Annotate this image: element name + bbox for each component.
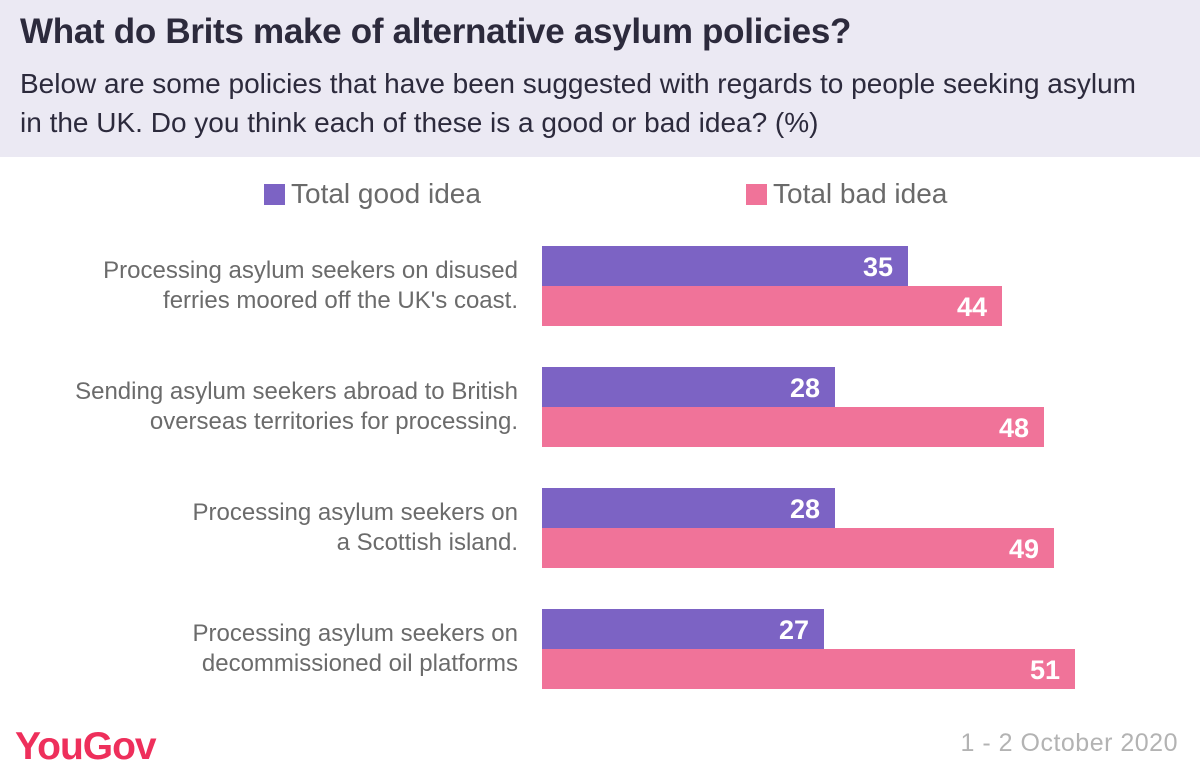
legend-label-bad: Total bad idea <box>773 178 948 209</box>
category-label-line: decommissioned oil platforms <box>201 650 518 677</box>
bar-value-label: 48 <box>998 413 1029 443</box>
yougov-logo: YouGov <box>15 725 157 768</box>
category-label: Processing asylum seekers on decommission… <box>0 619 518 679</box>
category-label-line: Processing asylum seekers on <box>192 499 518 526</box>
bar-value-label: 27 <box>778 615 809 645</box>
category-label-line: Processing asylum seekers on <box>192 620 518 647</box>
bar-good <box>542 488 835 528</box>
category-label: Processing asylum seekers on disused ferr… <box>0 256 518 316</box>
bar-value-label: 49 <box>1008 534 1039 564</box>
category-label-line: Sending asylum seekers abroad to British <box>75 378 518 405</box>
bar-good <box>542 367 835 407</box>
legend-label-good: Total good idea <box>291 178 481 209</box>
bar-value-label: 28 <box>789 373 820 403</box>
survey-date: 1 - 2 October 2020 <box>960 729 1178 757</box>
category-label: Sending asylum seekers abroad to British… <box>0 377 518 437</box>
legend-item-bad: Total bad idea <box>746 178 947 210</box>
bar-value-label: 35 <box>862 252 893 282</box>
chart-subtitle: Below are some policies that have been s… <box>20 68 1136 138</box>
bar-bad <box>542 407 1044 447</box>
chart-header: What do Brits make of alternative asylum… <box>0 0 1200 157</box>
legend-swatch-good <box>264 183 285 205</box>
bar-bad <box>542 286 1002 326</box>
bar-bad <box>542 649 1075 689</box>
bar-bad <box>542 528 1054 568</box>
chart-title: What do Brits make of alternative asylum… <box>20 12 852 51</box>
legend-swatch-bad <box>746 183 767 205</box>
category-label-line: a Scottish island. <box>336 529 518 556</box>
bar-good <box>542 609 824 649</box>
category-label-line: Processing asylum seekers on disused <box>103 257 518 284</box>
bar-value-label: 44 <box>956 292 987 322</box>
category-label-line: overseas territories for processing. <box>149 408 518 435</box>
category-label-line: ferries moored off the UK's coast. <box>163 287 518 314</box>
category-label: Processing asylum seekers on a Scottish i… <box>0 498 518 558</box>
bar-good <box>542 246 908 286</box>
bar-value-label: 28 <box>789 494 820 524</box>
legend-item-good: Total good idea <box>264 178 481 210</box>
bar-value-label: 51 <box>1029 655 1060 685</box>
